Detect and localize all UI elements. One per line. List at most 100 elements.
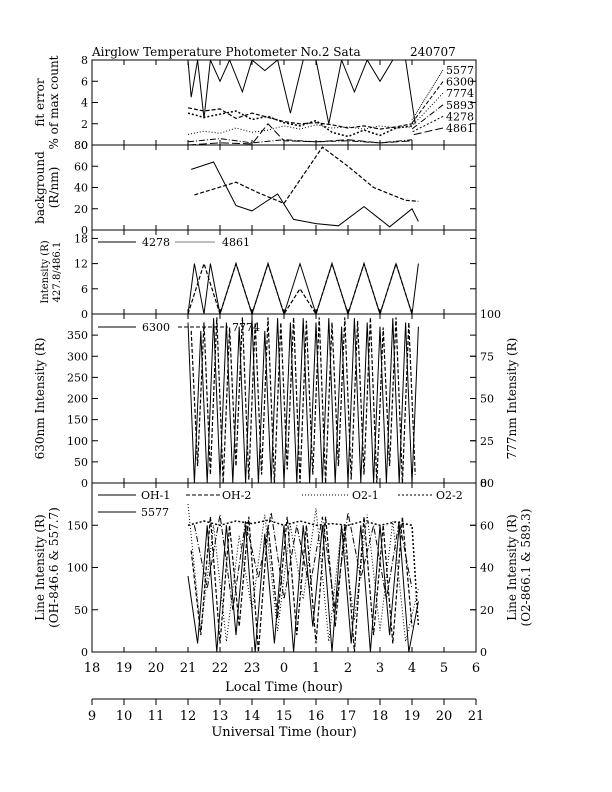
y-axis-label: 427.8/486.1 <box>52 242 63 303</box>
legend-label-OH-2: OH-2 <box>222 489 251 502</box>
ut-tick-label: 15 <box>276 709 293 724</box>
y-tick-label: 200 <box>67 393 88 406</box>
legend-leader-4861 <box>411 127 444 136</box>
series-line-4861 <box>187 261 413 314</box>
legend-label-7774: 7774 <box>232 321 260 334</box>
y-tick-label: 100 <box>67 562 88 575</box>
series-line-trace-1 <box>194 146 419 205</box>
figure-date: 240707 <box>410 45 456 59</box>
legend-label-5577: 5577 <box>446 64 474 77</box>
ut-tick-label: 11 <box>148 709 165 724</box>
line-intensity-legend: OH-1 OH-2 O2-1 O2-2 5577 <box>98 489 463 519</box>
y-tick-label: 60 <box>74 160 88 173</box>
x-tick-label: 1 <box>312 661 320 676</box>
x-tick-label: 0 <box>280 661 288 676</box>
series-line-4861 <box>187 123 413 145</box>
y-tick-label: 6 <box>81 75 88 88</box>
y2-tick-label: 40 <box>480 562 494 575</box>
series-line-5893 <box>187 138 413 144</box>
series-group <box>187 504 420 652</box>
panel-fit-error: 0 2 4 6 8 fit error% of max count 557763007774… <box>33 54 477 152</box>
series-line-trace-0 <box>191 161 419 228</box>
figure-title: Airglow Temperature Photometer No.2 Sata <box>91 45 361 59</box>
y-axis-label: Line Intensity (R) <box>33 514 47 620</box>
series-group <box>187 317 419 483</box>
y2-axis-label: 777nm Intensity (R) <box>505 338 519 460</box>
y-tick-label: 50 <box>74 456 88 469</box>
legend-label-4861: 4861 <box>446 122 474 135</box>
y2-tick-label: 75 <box>480 350 494 363</box>
ut-tick-label: 21 <box>468 709 485 724</box>
y-tick-label: 50 <box>74 604 88 617</box>
ut-tick-label: 18 <box>372 709 389 724</box>
y-tick-label: 8 <box>81 54 88 67</box>
panel-red-intensity: 0 50 100 150 200 250 300 350 0 25 50 75 100 630nm Int… <box>33 308 519 490</box>
panel-blue-intensity: 0 6 12 18 Intensity (R) 427.8/486.1 4278 4861 <box>40 229 477 321</box>
y2-tick-label: 0 <box>480 477 487 490</box>
series-line-4278 <box>187 261 419 314</box>
x-tick-label: 19 <box>116 661 133 676</box>
x-tick-label: 23 <box>244 661 261 676</box>
y-axis-label: fit error <box>33 78 47 126</box>
y-tick-label: 150 <box>67 414 88 427</box>
legend-leader-5893 <box>411 104 444 130</box>
legend-label-5577: 5577 <box>141 506 169 519</box>
legend-leader-7774 <box>411 92 444 127</box>
y2-tick-label: 0 <box>480 646 487 659</box>
y-tick-label: 0 <box>81 646 88 659</box>
legend-label-6300: 6300 <box>142 321 170 334</box>
x-tick-label: 18 <box>84 661 101 676</box>
ut-tick-label: 10 <box>116 709 133 724</box>
series-line-5577 <box>187 60 416 124</box>
ut-tick-label: 13 <box>212 709 229 724</box>
y-tick-label: 20 <box>74 203 88 216</box>
ut-tick-label: 20 <box>436 709 453 724</box>
y2-axis-label: Line Intensity (R) <box>505 514 519 620</box>
series-group <box>187 261 419 314</box>
series-line-O2-1 <box>187 504 419 642</box>
y-tick-label: 150 <box>67 519 88 532</box>
y-axis-label: background <box>33 151 47 224</box>
legend-label-4278: 4278 <box>142 236 170 249</box>
y-axis-label: (OH-846.6 & 557.7) <box>47 507 61 628</box>
ut-axis-label: Universal Time (hour) <box>211 725 356 740</box>
y-tick-label: 0 <box>81 139 88 152</box>
series-line-7774 <box>187 124 413 135</box>
x-tick-label: 20 <box>148 661 165 676</box>
legend-label-OH-1: OH-1 <box>141 489 170 502</box>
y2-tick-label: 25 <box>480 435 494 448</box>
y-tick-label: 0 <box>81 477 88 490</box>
x-tick-label: 21 <box>180 661 197 676</box>
legend-leader-5577 <box>411 69 444 121</box>
x-axis-label: Local Time (hour) <box>225 680 343 695</box>
red-intensity-legend: 6300 7774 <box>98 321 260 334</box>
y-tick-label: 4 <box>81 97 88 110</box>
y-tick-label: 300 <box>67 350 88 363</box>
panel-frame <box>91 144 477 231</box>
y-axis-label: % of max count <box>47 55 61 149</box>
series-group <box>191 146 419 228</box>
y2-tick-label: 60 <box>480 519 494 532</box>
ut-tick-label: 19 <box>404 709 421 724</box>
y2-tick-label: 100 <box>480 308 501 321</box>
y2-axis-label: (O2-866.1 & 589.3) <box>519 509 533 627</box>
y-tick-label: 100 <box>67 435 88 448</box>
legend-label-4278: 4278 <box>446 110 474 123</box>
series-line-6300 <box>187 107 416 130</box>
series-line-4278 <box>187 110 413 138</box>
panel-frame <box>91 59 477 146</box>
y-tick-label: 0 <box>81 308 88 321</box>
ut-tick-label: 12 <box>180 709 197 724</box>
y2-tick-label: 80 <box>480 477 494 490</box>
x-tick-label: 4 <box>408 661 416 676</box>
y-tick-label: 18 <box>74 232 88 245</box>
x-tick-label: 22 <box>212 661 229 676</box>
y2-tick-label: 20 <box>480 604 494 617</box>
legend-label-7774: 7774 <box>446 87 474 100</box>
legend-label-4861: 4861 <box>222 236 250 249</box>
series-group <box>187 60 416 145</box>
